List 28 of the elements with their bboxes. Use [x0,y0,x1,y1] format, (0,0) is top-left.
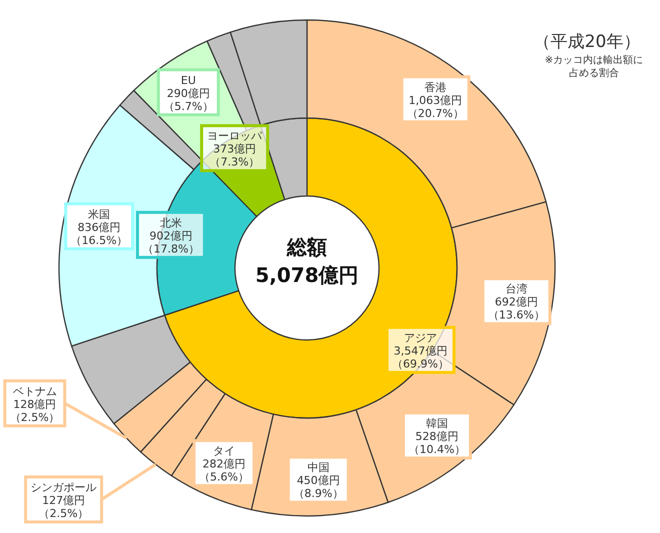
slice-label: ヨーロッパ [207,130,264,143]
text: 127億円（2.5%） [38,494,89,520]
text: 692億円（13.6%） [488,296,545,322]
category-label: 台湾 [505,282,528,296]
category-label: ベトナム [12,384,57,398]
text: 128億円（2.5%） [10,398,60,424]
text: 528億円（10.4%） [408,430,466,456]
data-label: 3,547億円（69.9%） [392,344,449,370]
text: ※カッコ内は輸出額に占める割合 [544,54,644,80]
slice-label: アジア [404,331,438,344]
category-label: 韓国 [426,417,448,430]
text: 5,078億円 [255,263,359,287]
text: 282億円（5.6%） [199,458,250,484]
category-label: 中国 [307,461,330,474]
category-label: 米国 [88,208,110,221]
text: 1,063億円（20.7%） [406,94,464,120]
text: 総額 [286,235,327,259]
data-label: 902億円（17.8%） [142,229,200,256]
text: 450億円（8.9%） [293,474,344,500]
category-label: 香港 [424,80,446,94]
slice-label: 北米 [160,216,182,230]
text: 290億円（5.7%） [163,86,214,113]
data-label: 373億円（7.3%） [210,142,260,169]
text: 836億円（16.5%） [70,220,128,247]
category-label: タイ [213,444,236,458]
text: （平成20年） [532,31,642,53]
category-label: シンガポール [30,480,97,494]
category-label: EU [180,74,196,87]
